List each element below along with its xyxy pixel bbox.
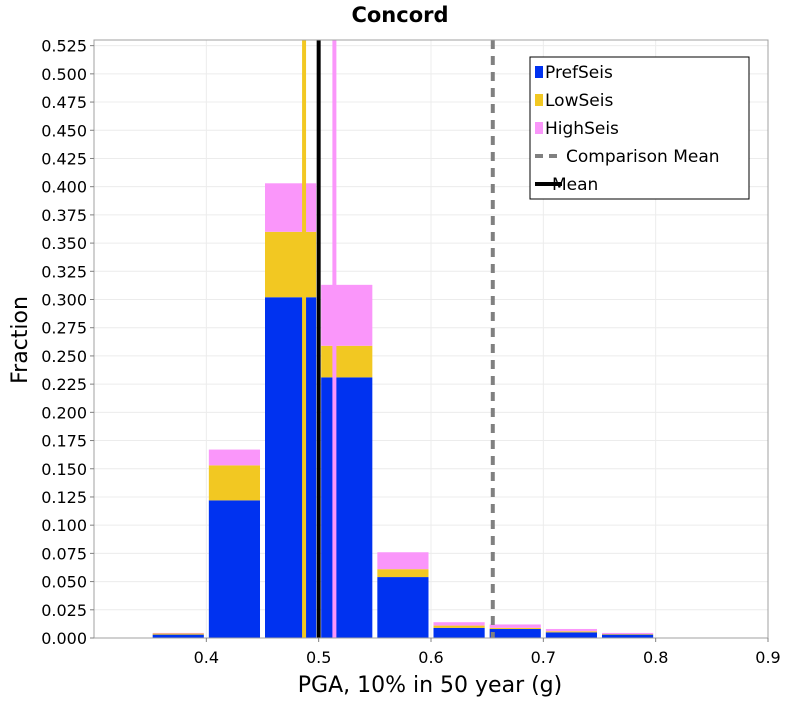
mean-lines	[302, 40, 495, 638]
bar-prefseis	[152, 634, 204, 638]
bar-highseis	[377, 552, 429, 570]
bar-lowseis	[208, 465, 260, 501]
bar-highseis	[208, 449, 260, 466]
x-tick-label: 0.5	[306, 648, 331, 667]
y-tick-label: 0.325	[41, 262, 87, 281]
y-tick-label: 0.025	[41, 601, 87, 620]
bar-prefseis	[208, 500, 260, 638]
axes: 0.000 0.025 0.050 0.075 0.100 0.125 0.150 0.175…	[41, 37, 781, 667]
bar-prefseis	[377, 577, 429, 638]
y-tick-label: 0.250	[41, 347, 87, 366]
y-tick-label: 0.225	[41, 375, 87, 394]
y-tick-label: 0.475	[41, 93, 87, 112]
x-tick-label: 0.4	[194, 648, 219, 667]
bar-lowseis	[321, 345, 373, 378]
y-tick-label: 0.425	[41, 149, 87, 168]
y-tick-label: 0.400	[41, 178, 87, 197]
bar-prefseis	[433, 627, 485, 638]
bar-highseis	[602, 632, 654, 635]
y-tick-label: 0.125	[41, 488, 87, 507]
bar-lowseis	[545, 631, 597, 633]
bar-highseis	[489, 624, 541, 628]
bar-highseis	[152, 632, 204, 634]
y-tick-label: 0.150	[41, 460, 87, 479]
legend-label: HighSeis	[545, 119, 619, 139]
bar-highseis	[321, 284, 373, 346]
y-tick-label: 0.200	[41, 403, 87, 422]
legend: PrefSeis LowSeis HighSeis Comparison Mean Me…	[529, 56, 750, 200]
bar-lowseis	[602, 634, 654, 635]
x-tick-label: 0.7	[531, 648, 556, 667]
legend-swatch-highseis	[535, 122, 543, 134]
x-tick-label: 0.9	[755, 648, 780, 667]
bar-lowseis	[377, 569, 429, 578]
y-tick-label: 0.275	[41, 319, 87, 338]
bar-highseis	[433, 622, 485, 626]
legend-label: Comparison Mean	[566, 147, 720, 167]
legend-box	[529, 56, 750, 200]
bar-prefseis	[545, 632, 597, 638]
y-tick-label: 0.450	[41, 121, 87, 140]
y-tick-label: 0.100	[41, 516, 87, 535]
legend-label: Mean	[552, 175, 598, 195]
x-tick-label: 0.6	[418, 648, 443, 667]
y-axis-label: Fraction	[8, 296, 33, 384]
bar-prefseis	[489, 628, 541, 638]
y-tick-label: 0.000	[41, 629, 87, 648]
bar-highseis	[265, 183, 317, 232]
y-tick-label: 0.525	[41, 37, 87, 56]
legend-swatch-prefseis	[535, 66, 543, 78]
legend-label: LowSeis	[545, 91, 613, 111]
bars	[152, 183, 654, 638]
y-tick-label: 0.300	[41, 291, 87, 310]
bar-highseis	[545, 628, 597, 632]
bar-prefseis	[602, 634, 654, 638]
y-tick-label: 0.075	[41, 544, 87, 563]
y-tick-label: 0.350	[41, 234, 87, 253]
bar-lowseis	[152, 633, 204, 635]
y-tick-label: 0.050	[41, 573, 87, 592]
bar-prefseis	[265, 297, 317, 638]
x-tick-label: 0.8	[643, 648, 668, 667]
legend-label: PrefSeis	[545, 63, 613, 83]
legend-swatch-lowseis	[535, 94, 543, 106]
bar-prefseis	[321, 377, 373, 638]
x-axis-label: PGA, 10% in 50 year (g)	[298, 673, 562, 698]
chart-title: Concord	[351, 3, 448, 27]
bar-lowseis	[265, 231, 317, 298]
y-tick-label: 0.175	[41, 432, 87, 451]
bar-lowseis	[489, 627, 541, 629]
bar-lowseis	[433, 625, 485, 628]
y-tick-label: 0.375	[41, 206, 87, 225]
y-tick-label: 0.500	[41, 65, 87, 84]
